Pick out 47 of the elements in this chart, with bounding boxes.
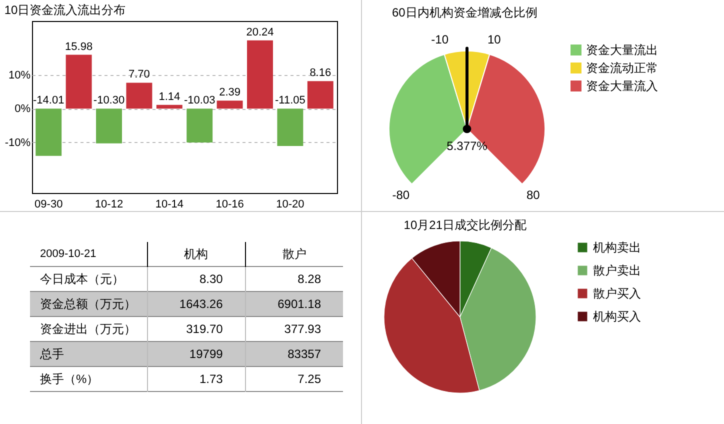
data-label: 2.39 bbox=[219, 86, 241, 99]
legend-label: 散户买入 bbox=[593, 286, 641, 300]
text: 80 bbox=[526, 188, 540, 202]
text: 2009-10-21 bbox=[39, 247, 98, 262]
text: 10 bbox=[487, 32, 502, 47]
x-tick-label: 10-20 bbox=[276, 198, 304, 210]
text: 377.93 bbox=[245, 316, 343, 342]
legend-label: 资金大量流入 bbox=[586, 79, 658, 93]
data-label: -11.05 bbox=[275, 94, 306, 107]
legend-label: 资金大量流出 bbox=[586, 43, 658, 57]
y-tick-label: -10% bbox=[4, 136, 31, 149]
text: 1.73 bbox=[147, 366, 246, 392]
chart-title: 60日内机构资金增减仓比例 bbox=[392, 6, 538, 20]
text: 5.377% bbox=[446, 139, 488, 153]
text: 7.25 bbox=[245, 366, 343, 392]
x-tick-label: 10-16 bbox=[216, 198, 244, 210]
legend-label: 机构卖出 bbox=[593, 240, 641, 254]
x-tick-label: 10-12 bbox=[94, 198, 124, 210]
text: 资金进出（万元） bbox=[39, 320, 137, 338]
text: 散户 bbox=[245, 242, 343, 266]
data-label: 8.16 bbox=[310, 67, 332, 80]
x-tick-label: 09-30 bbox=[34, 198, 63, 210]
y-tick-label: 0% bbox=[14, 103, 31, 116]
legend-label: 机构买入 bbox=[593, 310, 641, 324]
text: 8.28 bbox=[245, 266, 343, 292]
data-label: 15.98 bbox=[65, 40, 93, 53]
legend-label: 散户卖出 bbox=[593, 264, 641, 278]
text: -10 bbox=[431, 32, 449, 47]
text: 机构 bbox=[147, 242, 246, 266]
data-label: 20.24 bbox=[246, 26, 274, 38]
text: 8.30 bbox=[147, 266, 246, 292]
y-tick-label: 10% bbox=[8, 69, 31, 82]
text: 换手（%） bbox=[39, 370, 100, 388]
x-tick-label: 10-14 bbox=[155, 198, 184, 210]
shaded-row: 总手 19799 83357 bbox=[30, 342, 343, 366]
data-label: -14.01 bbox=[33, 94, 64, 107]
data-label: -10.03 bbox=[184, 94, 216, 107]
legend-label: 资金流动正常 bbox=[586, 61, 658, 75]
chart-title: 10月21日成交比例分配 bbox=[404, 218, 527, 232]
shaded-row: 资金总额（万元） 1643.26 6901.18 bbox=[30, 292, 343, 316]
data-label: 7.70 bbox=[128, 68, 150, 81]
data-label: -10.30 bbox=[93, 94, 125, 107]
text: -80 bbox=[392, 188, 410, 202]
data-label: 1.14 bbox=[158, 90, 180, 103]
text: 319.70 bbox=[147, 316, 246, 342]
chart-title: 10日资金流入流出分布 bbox=[4, 3, 126, 17]
text: 今日成本（元） bbox=[39, 270, 125, 288]
